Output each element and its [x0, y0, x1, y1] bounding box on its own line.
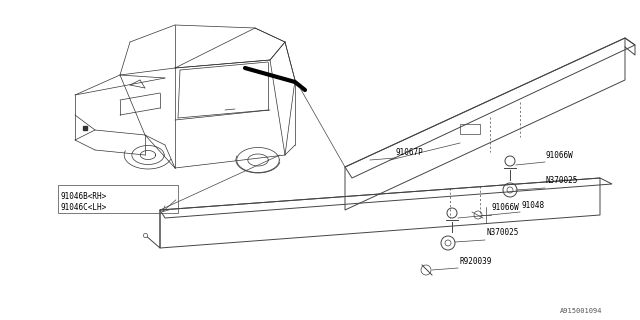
Text: 91066W: 91066W — [491, 203, 519, 212]
Text: 91048: 91048 — [521, 201, 544, 210]
Text: 91046B<RH>: 91046B<RH> — [60, 192, 106, 201]
Text: 91066W: 91066W — [546, 151, 573, 160]
Text: A915001094: A915001094 — [560, 308, 602, 314]
Text: R920039: R920039 — [459, 257, 492, 266]
Text: N370025: N370025 — [546, 176, 579, 185]
Text: N370025: N370025 — [486, 228, 518, 237]
Text: 91046C<LH>: 91046C<LH> — [60, 203, 106, 212]
Text: 91067P: 91067P — [395, 148, 423, 157]
